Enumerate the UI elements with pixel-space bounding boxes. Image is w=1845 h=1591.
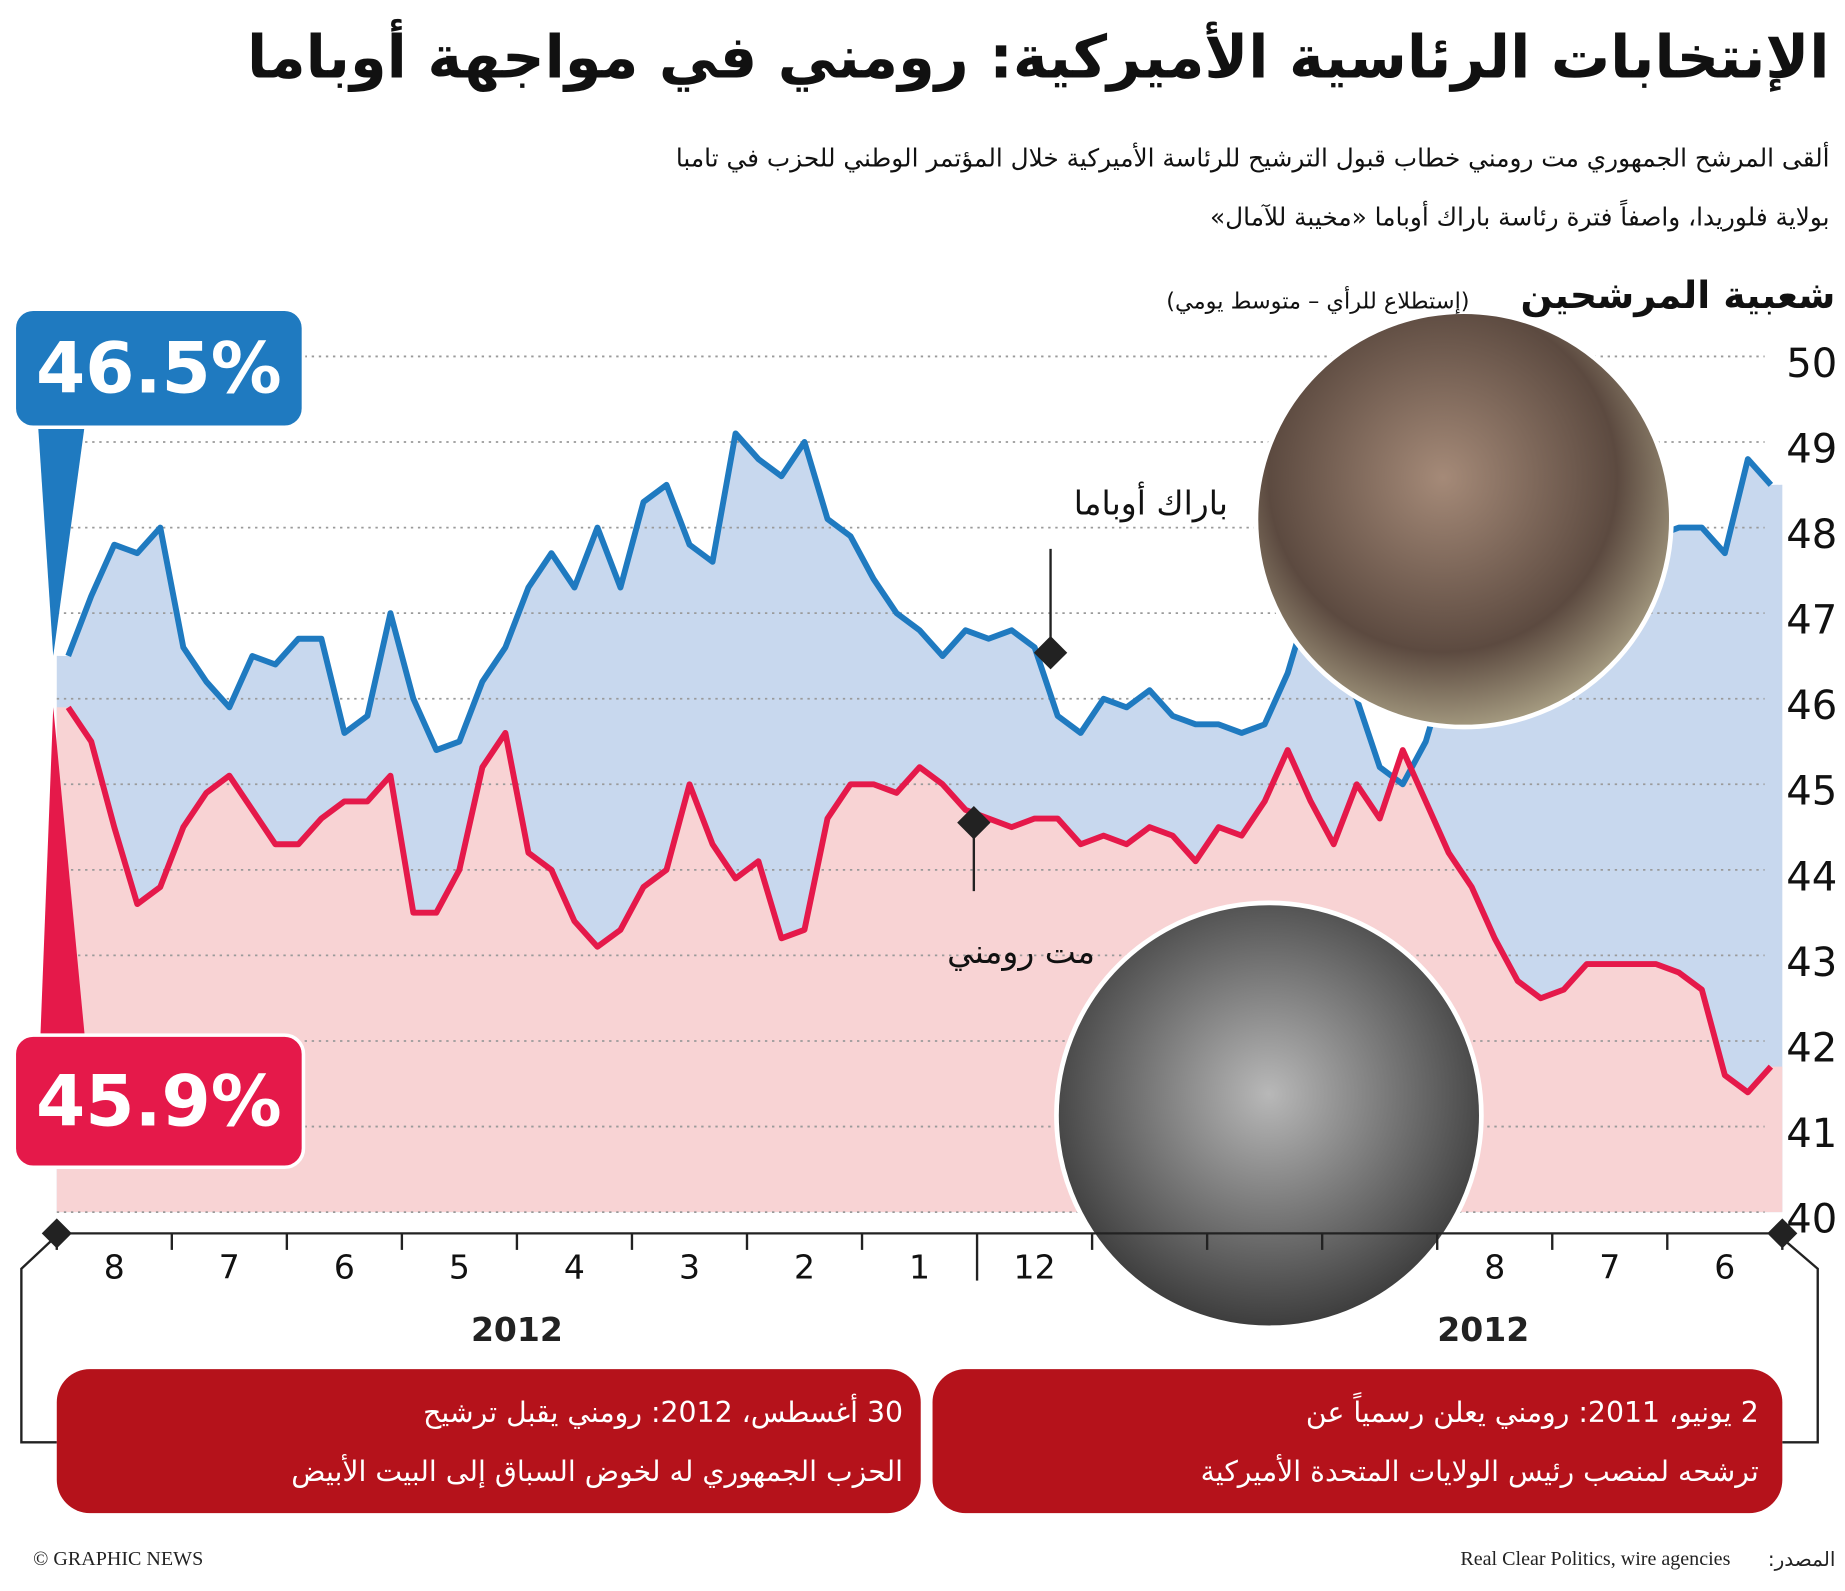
x-tick-label: 8 (1484, 1247, 1505, 1286)
y-tick-label: 47 (1786, 598, 1837, 644)
bracket (20, 1232, 1819, 1444)
year-label: 2012 (471, 1310, 563, 1349)
callout-box (12, 307, 306, 430)
callout-pointer (40, 707, 86, 1040)
y-tick-label: 44 (1786, 854, 1837, 900)
legend-label: مت رومني (947, 932, 1095, 971)
chart-subtitle: (إستطلاع للرأي – متوسط يومي) (1166, 287, 1469, 315)
y-tick-label: 46 (1786, 683, 1837, 729)
y-tick-label: 45 (1786, 769, 1837, 815)
x-tick-label: 7 (1599, 1247, 1620, 1286)
x-tick-label: 8 (104, 1247, 125, 1286)
credit: © GRAPHIC NEWS (33, 1548, 203, 1570)
obama-photo (1253, 309, 1674, 730)
legend-label: باراك أوباما (1074, 482, 1228, 523)
callout-label: 46.5% (36, 326, 282, 409)
x-tick-label: 2 (794, 1247, 815, 1286)
event-text: 2 يونيو، 2011: رومني يعلن رسمياً عن (1306, 1392, 1759, 1429)
x-tick-label: 5 (449, 1247, 470, 1286)
y-tick-label: 50 (1786, 341, 1837, 387)
event-box (932, 1369, 1783, 1514)
callout-box (12, 1033, 306, 1170)
leader-marker (957, 805, 991, 840)
callout-label: 45.9% (36, 1059, 282, 1142)
y-tick-label: 48 (1786, 512, 1837, 558)
year-label: 2012 (1437, 1310, 1529, 1349)
title: الإنتخابات الرئاسية الأميركية: رومني في … (247, 18, 1830, 92)
subtitle-line: ألقى المرشح الجمهوري مت رومني خطاب قبول … (676, 140, 1830, 173)
y-tick-label: 43 (1786, 940, 1837, 986)
y-tick-label: 41 (1786, 1111, 1837, 1157)
event-box (56, 1369, 921, 1514)
grid (56, 355, 1765, 1214)
callout-pointer (37, 422, 86, 656)
y-tick-label: 42 (1786, 1025, 1837, 1071)
source: Real Clear Politics, wire agencies (1460, 1548, 1730, 1570)
x-tick-label: 3 (679, 1247, 700, 1286)
x-tick-label: 4 (564, 1247, 585, 1286)
source-label: المصدر: (1768, 1547, 1836, 1571)
y-tick-label: 49 (1786, 426, 1837, 472)
x-tick-label: 6 (334, 1247, 355, 1286)
x-tick-label: 6 (1714, 1247, 1735, 1286)
line (65, 705, 1774, 1096)
event-text: الحزب الجمهوري له لخوض السباق إلى البيت … (291, 1453, 903, 1488)
romney-photo (1054, 900, 1484, 1331)
subtitle-line: بولاية فلوريدا، واصفاً فترة رئاسة باراك … (1210, 199, 1830, 231)
x-tick-label: 12 (1014, 1247, 1056, 1286)
event-text: 30 أغسطس، 2012: رومني يقبل ترشيح (423, 1393, 903, 1429)
x-tick-label: 1 (909, 1247, 930, 1286)
x-tick-label: 7 (219, 1247, 240, 1286)
event-text: ترشحه لمنصب رئيس الولايات المتحدة الأمير… (1201, 1453, 1759, 1488)
chart-title: شعبية المرشحين (1521, 273, 1836, 317)
